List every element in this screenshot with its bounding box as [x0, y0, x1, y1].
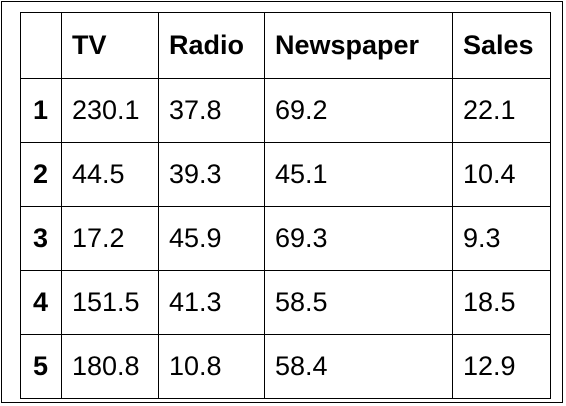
cell-newspaper: 69.2 [264, 78, 453, 143]
cell-tv: 230.1 [61, 78, 159, 143]
table-row: 3 17.2 45.9 69.3 9.3 [20, 206, 551, 271]
cell-sales: 18.5 [452, 270, 551, 335]
cell-radio: 39.3 [158, 142, 265, 207]
column-header-newspaper: Newspaper [264, 12, 453, 79]
header-row: TV Radio Newspaper Sales [20, 12, 551, 79]
table-header: TV Radio Newspaper Sales [20, 12, 551, 79]
table-row: 4 151.5 41.3 58.5 18.5 [20, 270, 551, 335]
row-index: 4 [20, 270, 62, 335]
column-header-radio: Radio [158, 12, 265, 79]
table-body: 1 230.1 37.8 69.2 22.1 2 44.5 39.3 45.1 … [20, 78, 551, 399]
cell-sales: 10.4 [452, 142, 551, 207]
cell-sales: 22.1 [452, 78, 551, 143]
column-header-tv: TV [61, 12, 159, 79]
row-index: 5 [20, 334, 62, 399]
row-index: 2 [20, 142, 62, 207]
cell-radio: 10.8 [158, 334, 265, 399]
cell-radio: 41.3 [158, 270, 265, 335]
cell-tv: 180.8 [61, 334, 159, 399]
cell-newspaper: 58.5 [264, 270, 453, 335]
cell-tv: 17.2 [61, 206, 159, 271]
index-header-cell [20, 12, 62, 79]
row-index: 1 [20, 78, 62, 143]
table-row: 5 180.8 10.8 58.4 12.9 [20, 334, 551, 399]
table-row: 1 230.1 37.8 69.2 22.1 [20, 78, 551, 143]
cell-newspaper: 69.3 [264, 206, 453, 271]
table-row: 2 44.5 39.3 45.1 10.4 [20, 142, 551, 207]
column-header-sales: Sales [452, 12, 551, 79]
data-table: TV Radio Newspaper Sales 1 230.1 37.8 69… [20, 12, 551, 399]
cell-radio: 37.8 [158, 78, 265, 143]
cell-sales: 12.9 [452, 334, 551, 399]
row-index: 3 [20, 206, 62, 271]
cell-newspaper: 45.1 [264, 142, 453, 207]
cell-radio: 45.9 [158, 206, 265, 271]
cell-newspaper: 58.4 [264, 334, 453, 399]
cell-sales: 9.3 [452, 206, 551, 271]
cell-tv: 151.5 [61, 270, 159, 335]
cell-tv: 44.5 [61, 142, 159, 207]
